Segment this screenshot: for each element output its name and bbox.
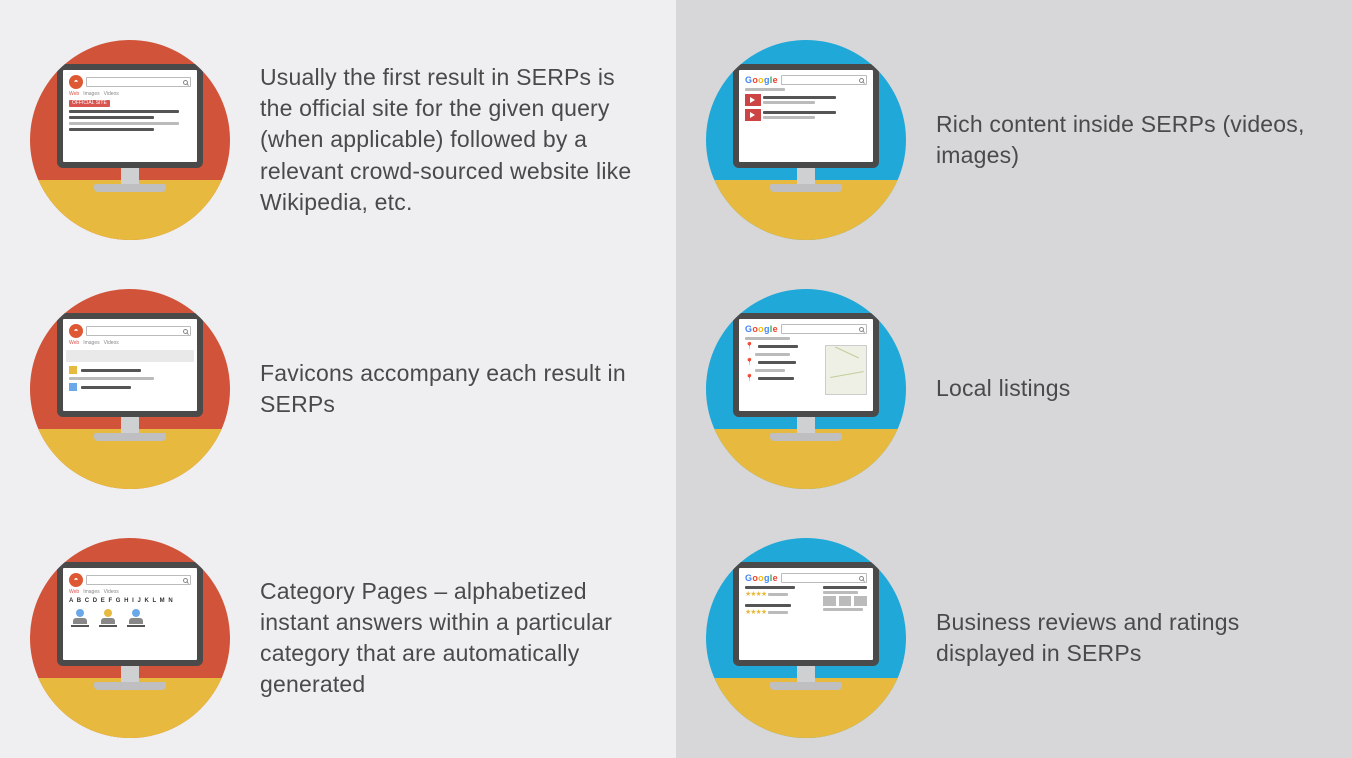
feature-description: Category Pages – alpha­betized instant a… xyxy=(260,576,646,700)
feature-favicons: ◓ WebImagesVideos Favicons accompany eac… xyxy=(30,279,646,499)
feature-category-pages: ◓ WebImagesVideos A B C D E F G H I J K … xyxy=(30,528,646,748)
feature-official-site: ◓ WebImagesVideos OFFICIAL SITE Usually … xyxy=(30,30,646,250)
star-icon: ★★★★ xyxy=(745,591,766,598)
map-icon xyxy=(825,345,867,395)
monitor-icon: ◓ WebImagesVideos OFFICIAL SITE xyxy=(30,40,230,240)
official-site-badge: OFFICIAL SITE xyxy=(69,100,110,107)
monitor-icon: Google 📍 📍 📍 xyxy=(706,289,906,489)
alphabet-strip: A B C D E F G H I J K L M N xyxy=(69,598,191,604)
left-column: ◓ WebImagesVideos OFFICIAL SITE Usually … xyxy=(0,0,676,758)
feature-description: Usually the first result in SERPs is the… xyxy=(260,62,646,217)
feature-description: Local listings xyxy=(936,373,1322,404)
feature-reviews: Google ★★★★ ★★★★ xyxy=(706,528,1322,748)
right-column: Google Rich content inside SERPs (videos… xyxy=(676,0,1352,758)
feature-description: Business reviews and ratings displayed i… xyxy=(936,607,1322,669)
monitor-icon: Google xyxy=(706,40,906,240)
star-icon: ★★★★ xyxy=(745,609,766,616)
feature-rich-content: Google Rich content inside SERPs (videos… xyxy=(706,30,1322,250)
feature-local-listings: Google 📍 📍 📍 Local listings xyxy=(706,279,1322,499)
monitor-icon: ◓ WebImagesVideos A B C D E F G H I J K … xyxy=(30,538,230,738)
feature-description: Favicons accompany each result in SERPs xyxy=(260,358,646,420)
feature-description: Rich content inside SERPs (videos, image… xyxy=(936,109,1322,171)
monitor-icon: Google ★★★★ ★★★★ xyxy=(706,538,906,738)
monitor-icon: ◓ WebImagesVideos xyxy=(30,289,230,489)
